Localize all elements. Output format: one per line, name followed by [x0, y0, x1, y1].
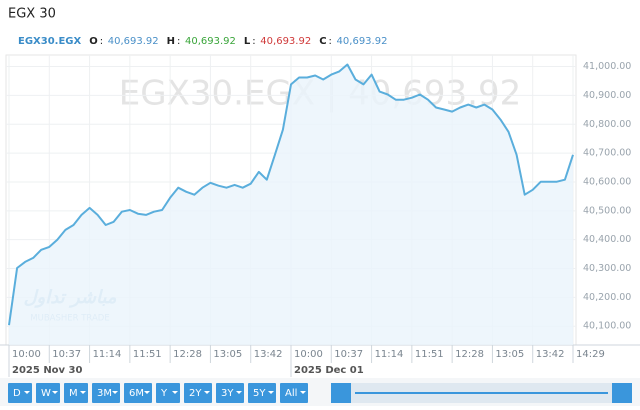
button-label[interactable]: 5Y [253, 388, 266, 399]
x-tick-label: 13:05 [213, 349, 242, 360]
button-bg[interactable] [64, 383, 88, 403]
button-bg[interactable] [156, 383, 180, 403]
x-tick-label: 10:37 [52, 349, 81, 360]
button-bg[interactable] [248, 383, 276, 403]
range-button[interactable]: W [36, 383, 60, 403]
price-line [8, 63, 574, 326]
button-label[interactable]: M [69, 388, 78, 399]
button-arrow[interactable] [112, 391, 118, 394]
range-button[interactable]: All [280, 383, 308, 403]
x-tick-label: 11:14 [375, 349, 404, 360]
range-button[interactable]: 5Y [248, 383, 276, 403]
y-tick-label: 40,100.00 [583, 321, 631, 332]
button-arrow[interactable] [52, 391, 58, 394]
button-label[interactable]: Y [160, 388, 168, 399]
ohlc-key: H [167, 36, 175, 47]
button-label[interactable]: W [41, 388, 51, 399]
y-tick-label: 40,900.00 [583, 90, 631, 101]
date-label: 2025 Dec 01 [294, 365, 364, 376]
x-tick-label: 10:00 [12, 349, 41, 360]
button-label[interactable]: D [13, 388, 21, 399]
x-tick-label: 10:00 [294, 349, 323, 360]
ohlc-key: L [244, 36, 251, 47]
y-tick-label: 41,000.00 [583, 61, 631, 72]
x-tick-label: 10:37 [334, 349, 363, 360]
y-tick-label: 40,300.00 [583, 263, 631, 274]
button-bg[interactable] [124, 383, 152, 403]
ohlc-value: 40,693.92 [337, 36, 388, 47]
button-label[interactable]: 2Y [189, 388, 202, 399]
y-tick-label: 40,600.00 [583, 176, 631, 187]
button-bg[interactable] [216, 383, 244, 403]
ohlc-header: EGX30.EGX O:40,693.92 H:40,693.92 L:40,693.… [18, 36, 387, 47]
range-button[interactable]: 6M [124, 383, 152, 403]
x-tick-label: 13:05 [495, 349, 524, 360]
x-tick-label: 12:28 [173, 349, 202, 360]
scroll-right[interactable] [612, 383, 632, 403]
x-tick-label: 13:42 [254, 349, 283, 360]
scroll-left[interactable] [331, 383, 351, 403]
button-label[interactable]: All [285, 388, 297, 399]
ohlc-sep: : [252, 36, 255, 47]
x-tick-label: 11:14 [93, 349, 122, 360]
ohlc-value: 40,693.92 [260, 36, 311, 47]
symbol: EGX30.EGX [18, 36, 82, 47]
button-label[interactable]: 6M [129, 388, 144, 399]
range-button[interactable]: 3M [92, 383, 120, 403]
range-button[interactable]: Y [156, 383, 180, 403]
button-arrow[interactable] [24, 391, 30, 394]
button-arrow[interactable] [80, 391, 86, 394]
button-label[interactable]: 3M [97, 388, 112, 399]
ohlc-value: 40,693.92 [185, 36, 236, 47]
x-tick-label: 11:51 [133, 349, 162, 360]
ohlc-key: O [89, 36, 98, 47]
range-button[interactable]: 2Y [184, 383, 212, 403]
page-title: EGX 30 [8, 7, 56, 22]
ohlc-sep: : [177, 36, 180, 47]
button-bg[interactable] [184, 383, 212, 403]
x-tick-label: 14:29 [576, 349, 605, 360]
range-button[interactable]: M [64, 383, 88, 403]
button-arrow[interactable] [144, 391, 150, 394]
x-tick-label: 12:28 [455, 349, 484, 360]
x-tick-label: 13:42 [536, 349, 565, 360]
button-label[interactable]: 3Y [221, 388, 234, 399]
button-arrow[interactable] [236, 391, 242, 394]
ohlc-value: 40,693.92 [108, 36, 159, 47]
button-arrow[interactable] [300, 391, 306, 394]
ohlc-key: C [319, 36, 326, 47]
y-tick-label: 40,400.00 [583, 234, 631, 245]
y-tick-label: 40,700.00 [583, 148, 631, 159]
date-label: 2025 Nov 30 [12, 365, 83, 376]
y-tick-label: 40,800.00 [583, 119, 631, 130]
button-bg[interactable] [8, 383, 32, 403]
x-tick-label: 11:51 [415, 349, 444, 360]
range-button[interactable]: D [8, 383, 32, 403]
button-bg[interactable] [92, 383, 120, 403]
button-bg[interactable] [280, 383, 308, 403]
ohlc-sep: : [100, 36, 103, 47]
y-tick-label: 40,500.00 [583, 205, 631, 216]
area [9, 64, 573, 345]
button-bg[interactable] [36, 383, 60, 403]
y-tick-label: 40,200.00 [583, 292, 631, 303]
button-arrow[interactable] [268, 391, 274, 394]
ohlc-sep: : [329, 36, 332, 47]
button-arrow[interactable] [172, 391, 178, 394]
range-button[interactable]: 3Y [216, 383, 244, 403]
button-arrow[interactable] [204, 391, 210, 394]
